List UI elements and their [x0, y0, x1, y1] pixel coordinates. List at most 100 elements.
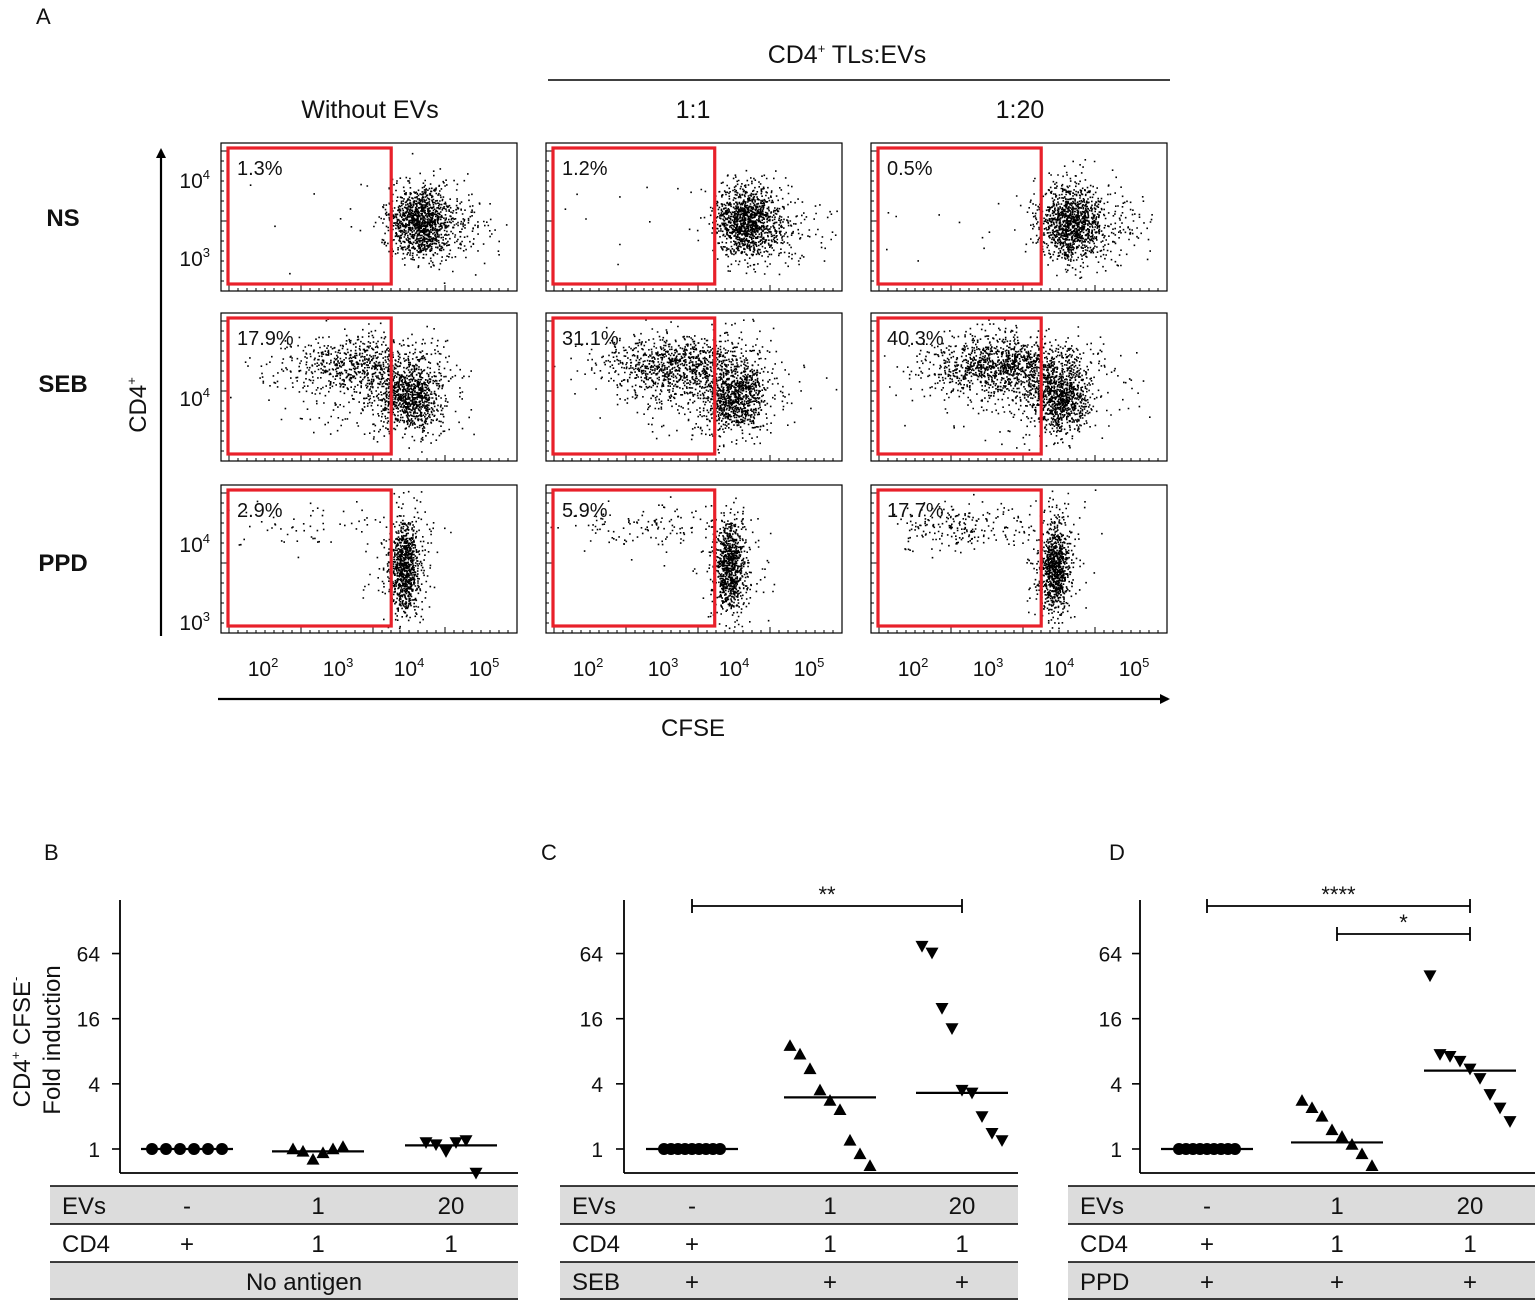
gate-box — [876, 316, 1043, 456]
row-label-ns: NS — [46, 205, 79, 232]
event-dots-0 — [1013, 347, 1110, 451]
y-tick-label: 4 — [1110, 1074, 1122, 1097]
table-cell: 1 — [311, 1193, 324, 1220]
gate-percentage: 1.3% — [237, 158, 283, 180]
gate-percentage: 1.2% — [562, 158, 608, 180]
row-label-ppd: PPD — [38, 550, 87, 577]
flow-plot-ppd-0: 2.9% — [220, 484, 518, 634]
point-11 — [843, 1133, 857, 1146]
cd4-axis-title: CD4+ — [124, 377, 152, 433]
point-120 — [459, 1135, 473, 1147]
x-tick-0-0: 102 — [248, 655, 279, 681]
table-cell: 1 — [1330, 1193, 1343, 1220]
y-tick-2-0: 104 — [179, 531, 210, 557]
panel-label-d: D — [1109, 840, 1125, 865]
table-cell: - — [688, 1193, 696, 1220]
event-dots-1 — [360, 173, 508, 276]
point-11 — [863, 1159, 877, 1171]
y-tick-label: 1 — [591, 1139, 603, 1162]
gate-percentage: 17.7% — [887, 500, 944, 522]
point-120 — [945, 1023, 959, 1035]
table-cell: 1 — [823, 1193, 836, 1220]
event-dots-2 — [692, 505, 776, 627]
point-120 — [915, 940, 929, 953]
table-cell: 20 — [1457, 1193, 1484, 1220]
flow-plot-ns-2: 0.5% — [870, 142, 1168, 292]
flow-plot-frame — [220, 312, 518, 462]
x-tick-1-0: 102 — [573, 655, 604, 681]
flow-plot-ns-1: 1.2% — [545, 142, 843, 292]
y-tick-label: 4 — [88, 1074, 100, 1097]
flow-plot-frame — [545, 484, 843, 634]
gate-box — [226, 316, 393, 456]
point-11 — [793, 1047, 807, 1060]
table-cell: + — [180, 1231, 194, 1258]
point-11 — [1355, 1147, 1369, 1160]
point-120 — [1473, 1073, 1487, 1085]
column-title-0: Without EVs — [301, 96, 439, 124]
point-11 — [823, 1094, 837, 1106]
significance-label: **** — [1321, 882, 1356, 907]
flow-plot-seb-0: 17.9% — [220, 312, 518, 462]
point-11 — [1315, 1109, 1329, 1122]
y-tick-label: 1 — [88, 1139, 100, 1162]
gate-percentage: 40.3% — [887, 328, 944, 350]
y-tick-label: 1 — [1110, 1139, 1122, 1162]
gate-box — [551, 488, 717, 628]
gate-percentage: 0.5% — [887, 158, 933, 180]
point-120 — [955, 1084, 969, 1097]
point-120 — [1453, 1055, 1467, 1068]
gate-box — [551, 146, 717, 286]
fold-y-title-1: CD4+ CFSE- — [8, 977, 36, 1108]
column-title-2: 1:20 — [996, 96, 1045, 124]
row-label-seb: SEB — [38, 371, 87, 398]
y-tick-0-1: 103 — [179, 245, 210, 271]
flow-plot-frame — [220, 142, 518, 292]
table-row-name: PPD — [1080, 1269, 1129, 1296]
point-120 — [1433, 1049, 1447, 1061]
event-dots-0 — [378, 490, 429, 630]
panel-label-c: C — [541, 840, 557, 865]
column-title-1: 1:1 — [676, 96, 711, 124]
point-120 — [995, 1135, 1009, 1147]
table-row-name: CD4 — [572, 1231, 620, 1258]
table-row-shade — [560, 1186, 1018, 1224]
table-cell: - — [183, 1193, 191, 1220]
point-120 — [419, 1137, 433, 1149]
point-11 — [1345, 1138, 1359, 1150]
x-tick-0-1: 103 — [323, 655, 354, 681]
cd4-tls-evs-header: CD4+ TLs:EVs — [768, 41, 927, 69]
flow-plot-frame — [545, 312, 843, 462]
panel-a-label: A — [36, 4, 51, 29]
point-11 — [1335, 1130, 1349, 1142]
table-cell: + — [685, 1231, 699, 1258]
table-row-shade — [50, 1186, 518, 1224]
point-120 — [469, 1167, 483, 1180]
x-tick-2-2: 104 — [1044, 655, 1075, 681]
flow-plot-ppd-1: 5.9% — [545, 484, 843, 634]
gate-percentage: 2.9% — [237, 500, 283, 522]
table-row-shade — [1068, 1262, 1535, 1300]
table-cell: 20 — [438, 1193, 465, 1220]
x-tick-2-0: 102 — [898, 655, 929, 681]
table-cell: 1 — [823, 1231, 836, 1258]
panel-label-b: B — [44, 840, 59, 865]
table-cell: 1 — [311, 1231, 324, 1258]
point-11 — [1325, 1123, 1339, 1136]
point-11 — [1305, 1101, 1319, 1114]
x-tick-1-2: 104 — [719, 655, 750, 681]
y-tick-label: 16 — [77, 1009, 100, 1032]
point-120 — [1483, 1089, 1497, 1101]
table-cell: + — [1200, 1231, 1214, 1258]
point-120 — [1443, 1051, 1457, 1063]
table-cell: + — [1200, 1269, 1214, 1296]
event-dots-0 — [1027, 490, 1081, 630]
point-11 — [783, 1039, 797, 1051]
table-cell: 1 — [955, 1231, 968, 1258]
point-120 — [1423, 970, 1437, 983]
event-dots-0 — [691, 350, 786, 454]
gate-percentage: 5.9% — [562, 500, 608, 522]
y-tick-1-0: 104 — [179, 385, 210, 411]
table-cell: + — [955, 1269, 969, 1296]
table-cell: + — [1463, 1269, 1477, 1296]
